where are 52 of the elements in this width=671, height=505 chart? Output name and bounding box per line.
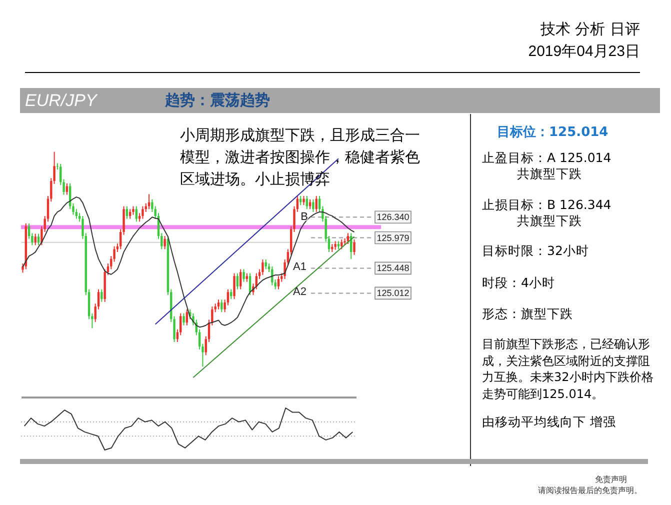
- text: 止盈目标：A 125.014: [482, 150, 612, 167]
- text: 共旗型下跌: [517, 213, 582, 230]
- text: 由移动平均线向下 增强: [482, 414, 616, 431]
- annotation: A1: [293, 261, 306, 273]
- candlestick: [308, 198, 312, 210]
- text: 时段：4小时: [482, 275, 555, 292]
- candlestick: [242, 268, 245, 282]
- annotation: A2: [293, 286, 306, 298]
- ref-line-label: 125.012: [376, 288, 410, 298]
- candlestick: [236, 272, 239, 290]
- candlestick: [312, 198, 314, 212]
- text: 形态：旗型下跌: [482, 306, 573, 323]
- candlestick: [302, 195, 305, 206]
- candlestick: [148, 194, 150, 210]
- candlestick: [353, 238, 356, 256]
- ref-line-label: 126.340: [376, 212, 410, 222]
- candlestick: [34, 233, 36, 246]
- annotation: B: [300, 211, 308, 224]
- chart-subtitle: 趋势：震荡趋势: [165, 91, 270, 110]
- candlestick: [182, 312, 185, 326]
- text: 目前旗型下跌形态，已经确认形成，关注紫色区域附近的支撑阻力互换。未来32小时内下跌价格走势可能到125.014。: [482, 336, 654, 402]
- candlestick: [126, 206, 128, 220]
- chart-title: EUR/JPY: [25, 91, 97, 111]
- ref-line-label: 125.448: [376, 263, 410, 274]
- candlestick: [264, 259, 267, 270]
- text: 目标位：125.014: [497, 124, 608, 141]
- candlestick: [186, 308, 188, 326]
- text: 共旗型下跌: [517, 166, 582, 183]
- candlestick: [230, 288, 232, 300]
- candlestick: [217, 299, 220, 310]
- text: 请阅读报告最后的免责声明。: [538, 485, 642, 496]
- candlestick: [220, 299, 223, 313]
- candlestick: [239, 268, 242, 290]
- candlestick: [128, 208, 132, 220]
- candlestick: [262, 259, 264, 276]
- text: 目标时限：32小时: [482, 243, 589, 260]
- candlestick: [271, 266, 274, 286]
- text: 止损目标：B 126.344: [482, 197, 612, 214]
- candlestick: [142, 206, 144, 220]
- text: 2019年04月23日: [528, 42, 640, 61]
- candlestick: [164, 236, 166, 250]
- candlestick: [37, 233, 40, 246]
- text: 技术 分析 日评: [540, 20, 640, 39]
- candlestick: [66, 182, 68, 196]
- candlestick: [233, 272, 236, 300]
- ref-line-label: 125.979: [376, 232, 410, 243]
- candlestick: [100, 288, 103, 302]
- candlestick: [277, 276, 280, 290]
- annotation: 小周期形成旗型下跌，且形成三合一模型，激进者按图操作，稳健者紫色区域进场。小止损博弈: [180, 125, 421, 190]
- candlestick: [135, 206, 138, 222]
- candlestick: [340, 238, 343, 250]
- text: 免责声明: [595, 474, 627, 485]
